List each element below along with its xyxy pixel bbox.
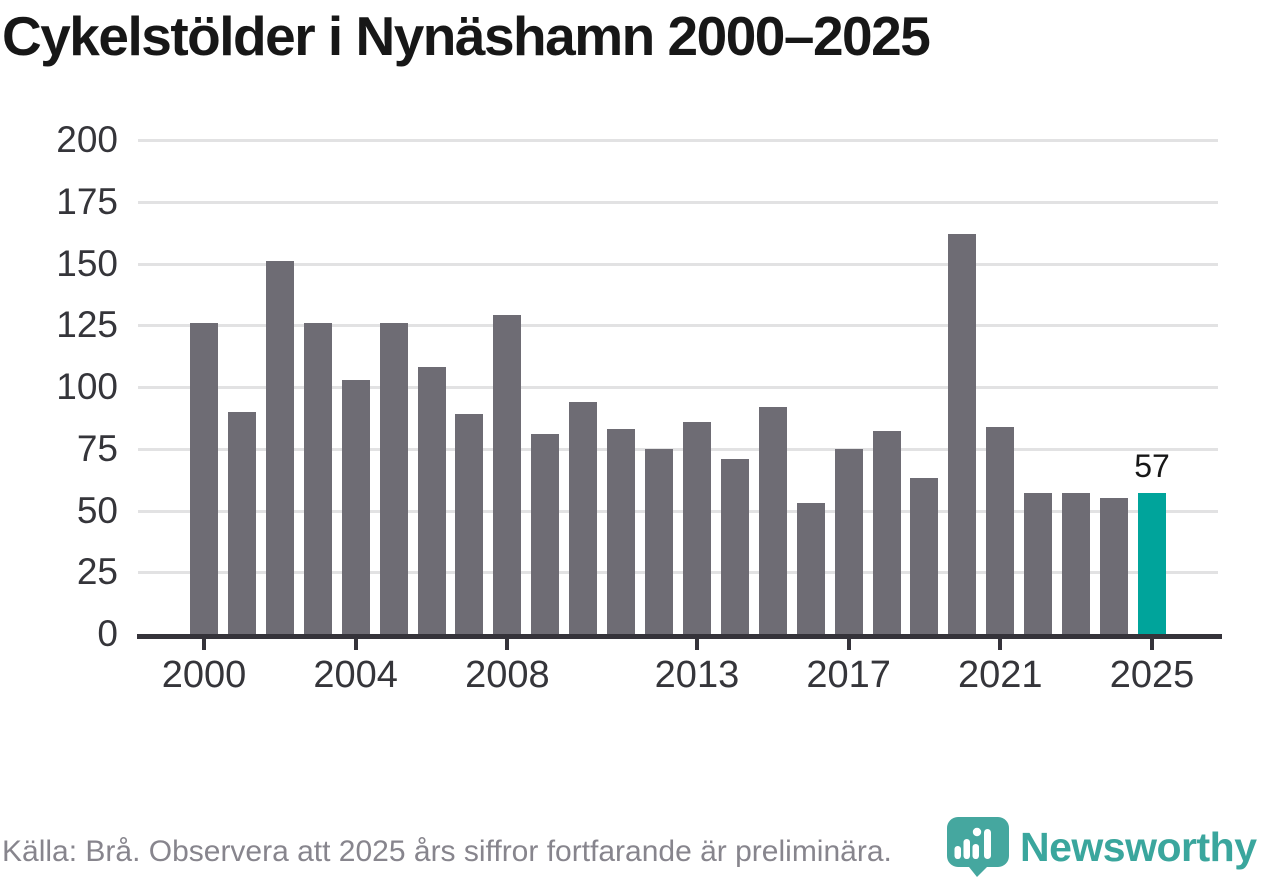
logo-bar-1	[954, 846, 961, 859]
x-axis-tick-label: 2000	[161, 654, 247, 696]
bar-2014	[720, 458, 749, 634]
newsworthy-pin-icon	[947, 817, 1009, 877]
bar-2019	[910, 478, 939, 634]
y-axis-tick-label: 50	[76, 489, 118, 531]
x-axis-tick-mark	[846, 639, 851, 650]
bar-2018	[872, 431, 901, 634]
bar-2017	[834, 448, 863, 634]
bar-2022	[1024, 493, 1053, 634]
bar-2007	[455, 414, 484, 634]
plot-area: 57	[138, 139, 1220, 634]
bar-2002	[265, 261, 294, 634]
gridline	[138, 262, 1218, 266]
gridline	[138, 509, 1218, 513]
y-axis-tick-label: 150	[56, 242, 118, 284]
x-axis-tick-label: 2004	[313, 654, 398, 696]
y-axis-tick-label: 125	[56, 304, 118, 346]
x-axis-tick-mark	[694, 639, 699, 650]
x-axis-tick-label: 2025	[1109, 654, 1195, 696]
logo-dot	[972, 827, 982, 837]
x-axis-tick-mark	[353, 639, 358, 650]
x-axis-baseline	[137, 634, 1222, 639]
bar-2003	[303, 322, 332, 634]
bar-2004	[341, 379, 370, 634]
y-axis-tick-label: 175	[56, 180, 118, 222]
bar-2010	[569, 401, 598, 634]
bar-2020	[948, 233, 977, 634]
x-axis-tick-label: 2013	[654, 654, 740, 696]
bar-2000	[190, 322, 218, 634]
gridline	[138, 447, 1218, 451]
y-axis-tick-label: 75	[76, 427, 118, 469]
page-title: Cykelstölder i Nynäshamn 2000–2025	[2, 5, 931, 67]
logo-bar-3	[972, 844, 979, 859]
gridline	[138, 324, 1218, 328]
gridline	[138, 386, 1218, 389]
bar-2015	[758, 406, 787, 634]
x-axis-tick-label: 2021	[958, 654, 1043, 696]
bar-2013	[682, 421, 711, 634]
bar-value-label: 57	[1134, 448, 1170, 485]
newsworthy-logo: Newsworthy	[946, 815, 1262, 879]
bar-2001	[227, 411, 256, 634]
y-axis-tick-label: 0	[97, 613, 118, 654]
bar-chart: 0 25 50 75 100 125 150 175 200 57 2000 2004 2008 20…	[56, 119, 1222, 696]
bar-2012	[645, 448, 674, 634]
x-axis-tick-mark	[202, 639, 206, 650]
x-axis-tick-mark	[1150, 639, 1154, 650]
source-note: Källa: Brå. Observera att 2025 års siffr…	[2, 835, 892, 868]
bar-2011	[607, 428, 636, 634]
y-axis-tick-label: 25	[76, 551, 118, 593]
x-axis-tick-mark	[505, 639, 510, 650]
bar-2021	[986, 426, 1015, 634]
y-axis-tick-label: 200	[56, 119, 118, 160]
y-axis-tick-label: 100	[56, 366, 118, 407]
bar-2006	[417, 367, 446, 634]
bar-2009	[531, 433, 560, 634]
bar-2016	[796, 503, 825, 634]
logo-bar-2	[963, 839, 970, 859]
x-axis-tick-mark	[998, 639, 1003, 650]
x-axis-tick-label: 2008	[465, 654, 550, 696]
bar-2008	[493, 315, 522, 634]
bar-2005	[379, 322, 408, 634]
newsworthy-wordmark: Newsworthy	[1020, 824, 1257, 870]
gridline	[138, 200, 1218, 204]
bar-2023	[1062, 493, 1091, 634]
bar-2024	[1100, 498, 1129, 634]
bar-2025	[1138, 493, 1166, 634]
logo-bar-4	[984, 829, 991, 859]
gridline	[138, 139, 1218, 142]
x-axis-tick-label: 2017	[806, 654, 891, 696]
gridline	[138, 571, 1218, 575]
